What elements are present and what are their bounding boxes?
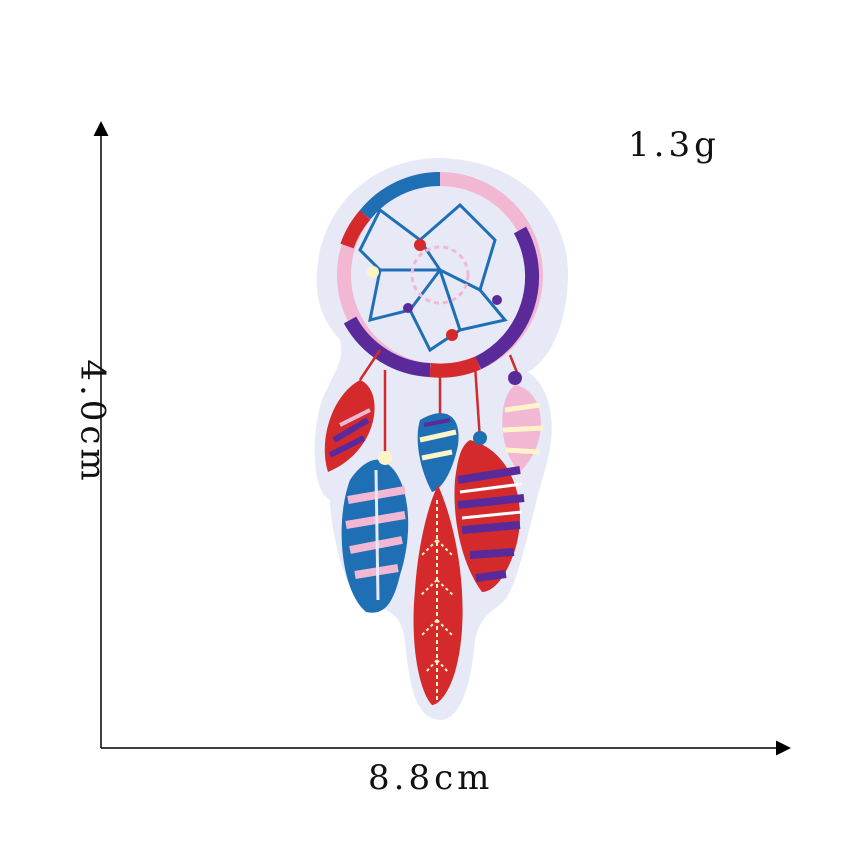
feather-right-large xyxy=(454,431,525,592)
feather-right-top xyxy=(502,371,544,472)
weight-label: 1.3g xyxy=(628,125,720,165)
dreamcatcher-patch xyxy=(314,158,569,720)
web-pattern xyxy=(358,202,508,353)
height-dimension-label: 4.0cm xyxy=(72,359,113,485)
feather-left-top xyxy=(324,380,375,472)
feather-left-large xyxy=(341,451,409,613)
feather-center-small xyxy=(417,413,459,492)
feather-center-long xyxy=(413,485,463,705)
width-dimension-label: 8.8cm xyxy=(368,758,494,798)
